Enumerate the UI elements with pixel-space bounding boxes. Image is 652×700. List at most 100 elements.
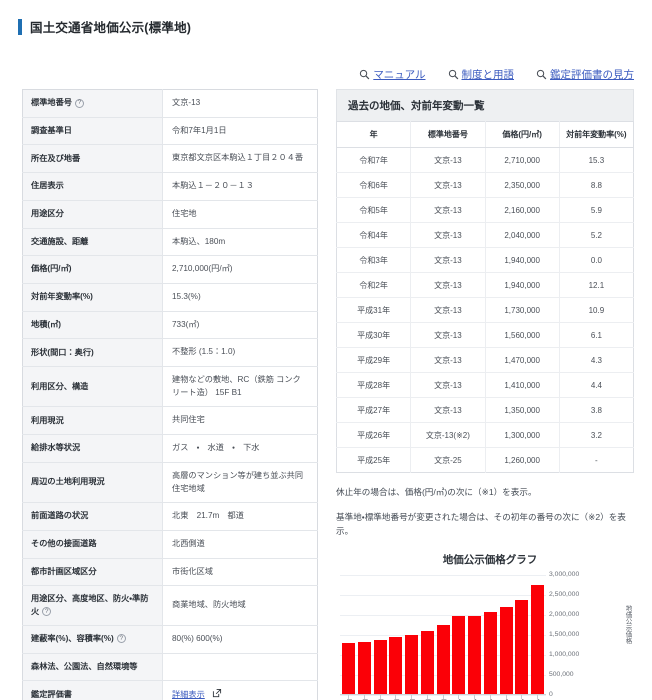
history-cell: 2,160,000: [485, 197, 560, 223]
chart-plot: [340, 574, 546, 696]
search-icon: [448, 69, 458, 80]
history-cell: 0.0: [559, 247, 634, 273]
history-cell: -: [595, 455, 598, 465]
detail-label: 都市計画区域区分: [22, 558, 163, 587]
chart-bar: [373, 639, 387, 694]
detail-value: 令和7年1月1日: [162, 117, 318, 146]
history-cell: 文京-13: [410, 247, 486, 273]
chart-x-label: 平成28年: [389, 699, 402, 700]
chart-x-tick: [342, 694, 355, 699]
detail-label: 住居表示: [22, 172, 163, 201]
history-cell: 平成29年: [336, 347, 412, 373]
chart-x-ticks: [340, 694, 546, 699]
chart-title: 地価公示価格グラフ: [442, 553, 538, 566]
top-link-2[interactable]: 制度と用語: [448, 67, 515, 82]
chart-x-tick: [531, 694, 544, 699]
history-row: 平成30年 文京-13 1,560,000 6.1: [336, 322, 634, 348]
detail-value: 共同住宅: [162, 406, 318, 436]
detail-row: 用途区分、高度地区、防火・準防火? 商業地域、防火地域: [22, 585, 318, 626]
note-text: 休止年の場合は、価格(円/㎡)の次に（※1）を表示。: [336, 487, 537, 497]
chart-x-label: 平成31年: [437, 699, 450, 700]
detail-row: 都市計画区域区分 市街化区域: [22, 558, 318, 587]
history-cell: 文京-13: [410, 397, 486, 423]
chart-bar: [357, 641, 371, 694]
history-cell: 文京-13: [410, 272, 486, 298]
chart-y-label: 2,500,000: [549, 590, 580, 598]
history-cell: 15.3: [559, 147, 634, 173]
detail-value: 北西側道: [162, 530, 318, 559]
help-icon[interactable]: ?: [116, 634, 126, 644]
history-heading: 過去の地価、対前年変動一覧: [336, 89, 634, 121]
chart-x-labels: 平成25年平成26年平成27年平成28年平成29年平成30年平成31年令和2年令…: [340, 699, 546, 700]
top-link-1[interactable]: マニュアル: [359, 67, 426, 82]
chart-x-label: 平成25年: [342, 699, 355, 700]
top-link-label[interactable]: マニュアル: [373, 69, 426, 81]
help-icon[interactable]: ?: [42, 606, 52, 616]
chart-bar: [515, 599, 529, 694]
history-row: 令和4年 文京-13 2,040,000 5.2: [336, 222, 634, 248]
detail-row: 交通施設、距離 本駒込、180m: [22, 228, 318, 257]
chart-x-label: 平成27年: [374, 699, 387, 700]
note-text: 基準地・標準地番号が変更された場合は、その初年の番号の次に（※2）を表示。: [336, 511, 626, 537]
chart-x-label: 令和3年: [468, 699, 481, 700]
history-cell: 4.3: [559, 347, 634, 373]
history-cell: 文京-13: [410, 372, 486, 398]
detail-label: 標準地番号?: [22, 89, 163, 118]
detail-value: [162, 653, 318, 681]
detail-row: 森林法、公園法、自然環境等: [22, 653, 318, 681]
top-link-label[interactable]: 制度と用語: [461, 69, 515, 81]
external-link-icon[interactable]: [212, 688, 222, 698]
history-cell: 4.4: [559, 372, 634, 398]
detail-label: 周辺の土地利用現況: [22, 462, 163, 504]
detail-value: 15.3(%): [162, 283, 318, 312]
chart-bars: [340, 575, 546, 694]
detail-row: 鑑定評価書 詳細表示: [22, 680, 318, 700]
detail-row: 対前年変動率(%) 15.3(%): [22, 283, 318, 312]
chart-x-label: 令和2年: [452, 699, 465, 700]
chart-x-label: 平成26年: [358, 699, 371, 700]
chart-x-tick: [421, 694, 434, 699]
detail-value: 東京都文京区本駒込１丁目２０４番: [162, 144, 318, 174]
chart-x-tick: [437, 694, 450, 699]
history-cell: 令和7年: [336, 147, 412, 173]
history-cell: 平成25年: [336, 447, 412, 473]
history-cell: 1,300,000: [485, 422, 560, 448]
chart-y-label: 1,000,000: [549, 650, 580, 658]
detail-label: 対前年変動率(%): [22, 283, 163, 312]
help-icon[interactable]: ?: [74, 98, 84, 108]
history-cell: 3.2: [559, 422, 634, 448]
chart-x-tick: [405, 694, 418, 699]
history-col-header: 対前年変動率(%): [559, 121, 634, 148]
gridline: [340, 574, 546, 576]
detail-value: 文京-13: [162, 89, 318, 118]
history-cell: 令和6年: [336, 172, 412, 198]
detail-label: 前面道路の状況: [22, 502, 163, 531]
detail-label: 鑑定評価書: [22, 680, 163, 700]
history-cell: 文京-13(※2): [410, 422, 486, 448]
detail-row: 標準地番号? 文京-13: [22, 89, 318, 118]
history-row: 平成27年 文京-13 1,350,000 3.8: [336, 397, 634, 423]
chart-x-label: 平成30年: [421, 699, 434, 700]
history-cell: 5.9: [559, 197, 634, 223]
top-link-label[interactable]: 鑑定評価書の見方: [550, 69, 634, 81]
history-row: 令和2年 文京-13 1,940,000 12.1: [336, 272, 634, 298]
detail-row: 調査基準日 令和7年1月1日: [22, 117, 318, 146]
history-cell: 12.1: [559, 272, 634, 298]
chart-y-label: 0: [549, 690, 553, 698]
detail-value: ガス ・ 水道 ・ 下水: [162, 434, 318, 463]
history-cell: 1,470,000: [485, 347, 560, 373]
detail-column: 標準地番号? 文京-13 調査基準日 令和7年1月1日 所在及び地番 東京都文京区本駒込１…: [22, 89, 318, 700]
top-link-3[interactable]: 鑑定評価書の見方: [536, 67, 634, 82]
detail-label: 利用現況: [22, 406, 163, 436]
chart-bar: [499, 607, 513, 694]
gridline: [340, 614, 546, 616]
chart-y-label: 2,000,000: [549, 610, 580, 618]
history-cell: 令和5年: [336, 197, 412, 223]
chart-x-tick: [389, 694, 402, 699]
detail-value: 北東 21.7m 都道: [162, 502, 318, 531]
detail-view-link[interactable]: 詳細表示: [172, 689, 205, 699]
history-row: 令和5年 文京-13 2,160,000 5.9: [336, 197, 634, 223]
chart-area: 平成25年平成26年平成27年平成28年平成29年平成30年平成31年令和2年令…: [336, 571, 634, 700]
detail-label: 森林法、公園法、自然環境等: [22, 653, 163, 681]
history-col-header: 年: [336, 121, 412, 148]
